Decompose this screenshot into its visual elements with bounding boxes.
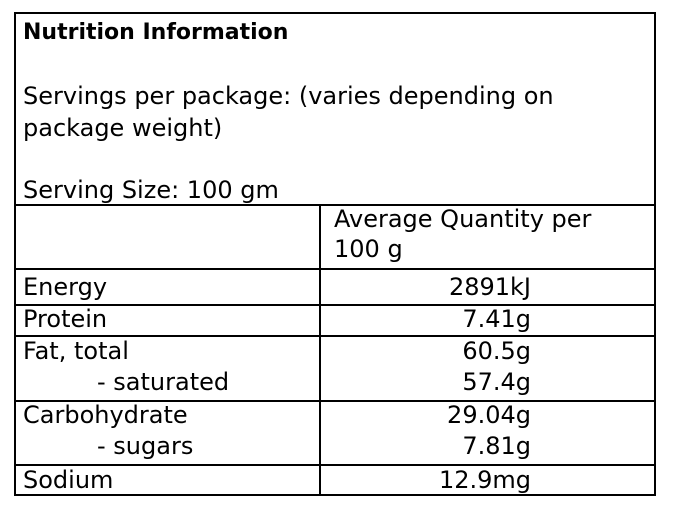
row-value-sodium: 12.9mg: [438, 466, 531, 494]
column-header-line1: Average Quantity per: [334, 205, 592, 233]
servings-per-package-line2: package weight): [23, 114, 223, 142]
panel-title: Nutrition Information: [23, 20, 289, 45]
row-label-carbohydrate: Carbohydrate: [23, 401, 188, 429]
row-value-fat-total: 60.5g: [462, 337, 531, 365]
row-label-saturated: - saturated: [97, 368, 230, 396]
divider-carbohydrate: [16, 400, 654, 402]
divider-sodium: [16, 464, 654, 466]
row-label-fat-total: Fat, total: [23, 337, 129, 365]
row-value-sugars: 7.81g: [462, 432, 531, 460]
serving-size: Serving Size: 100 gm: [23, 176, 279, 204]
row-label-protein: Protein: [23, 305, 108, 333]
row-value-protein: 7.41g: [462, 305, 531, 333]
divider-header: [16, 204, 654, 206]
row-label-sodium: Sodium: [23, 466, 114, 494]
nutrition-information-panel: Nutrition Information Servings per packa…: [14, 12, 656, 496]
row-value-energy: 2891kJ: [448, 273, 531, 301]
divider-protein: [16, 304, 654, 306]
divider-fat: [16, 335, 654, 337]
divider-energy: [16, 268, 654, 270]
column-header: Average Quantity per 100 g: [334, 204, 634, 264]
row-value-carbohydrate: 29.04g: [447, 401, 531, 429]
row-label-energy: Energy: [23, 273, 108, 301]
column-divider: [319, 204, 321, 494]
row-label-sugars: - sugars: [97, 432, 194, 460]
row-value-saturated: 57.4g: [462, 368, 531, 396]
servings-per-package-line1: Servings per package: (varies depending …: [23, 82, 554, 110]
column-header-line2: 100 g: [334, 235, 403, 263]
